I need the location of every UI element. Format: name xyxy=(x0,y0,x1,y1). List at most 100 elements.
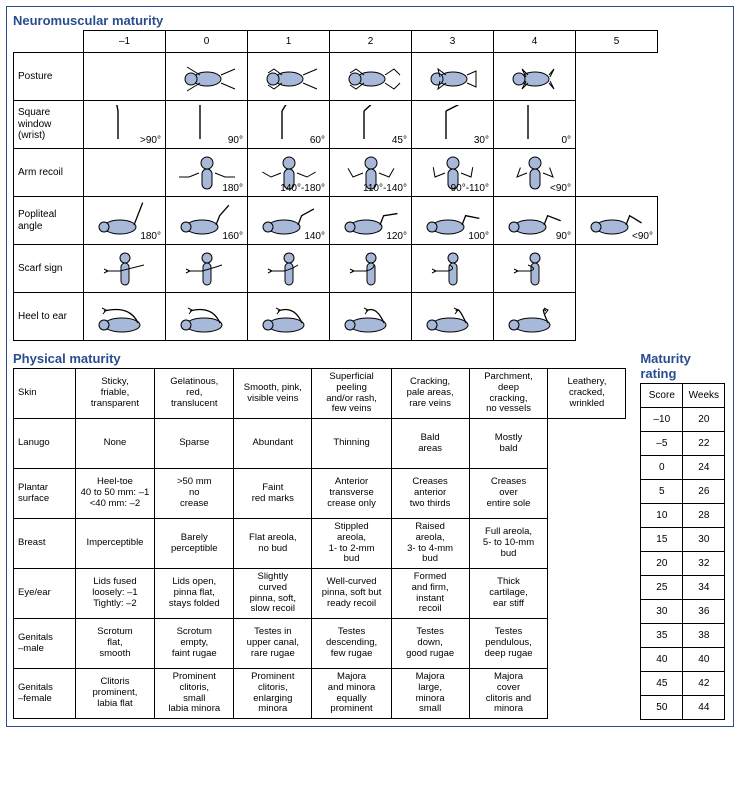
rating-cell: 20 xyxy=(683,408,725,432)
neuro-head: 5 xyxy=(576,31,658,53)
neuro-cell: 0° xyxy=(494,101,576,149)
phys-cell: Testes inupper canal,rare rugae xyxy=(234,619,312,669)
neuro-cell-label: 90° xyxy=(228,135,243,147)
phys-cell: Smooth, pink,visible veins xyxy=(234,369,312,419)
neuro-cell: 60° xyxy=(248,101,330,149)
physical-title: Physical maturity xyxy=(13,351,626,366)
phys-cell xyxy=(548,569,626,619)
neuro-cell-label: <90° xyxy=(550,183,571,195)
phys-cell xyxy=(548,619,626,669)
neuro-cell-label: 0° xyxy=(561,135,571,147)
phys-cell: Mostlybald xyxy=(469,419,548,469)
phys-cell: Slightlycurvedpinna, soft,slow recoil xyxy=(234,569,312,619)
neuro-head: 1 xyxy=(248,31,330,53)
phys-cell xyxy=(548,469,626,519)
phys-cell: Heel-toe40 to 50 mm: –1<40 mm: –2 xyxy=(75,469,155,519)
neuro-cell: <90° xyxy=(576,197,658,245)
neuro-head: 3 xyxy=(412,31,494,53)
neuro-cell xyxy=(248,53,330,101)
ballard-score-card: Neuromuscular maturity –1 0 1 2 3 4 5 Po… xyxy=(6,6,734,727)
neuro-cell xyxy=(330,293,412,341)
rating-cell: 34 xyxy=(683,576,725,600)
neuro-table: –1 0 1 2 3 4 5 PostureSquarewindow(wrist… xyxy=(13,30,658,341)
neuro-cell xyxy=(84,149,166,197)
phys-cell: Majoraand minoraequallyprominent xyxy=(312,669,391,719)
neuro-row-label: Scarf sign xyxy=(14,245,84,293)
neuro-cell-label: 180° xyxy=(140,231,161,243)
rating-cell: 45 xyxy=(641,672,683,696)
rating-cell: –5 xyxy=(641,432,683,456)
neuro-cell xyxy=(576,245,658,293)
rating-cell: 44 xyxy=(683,696,725,720)
neuro-cell-label: 110°-140° xyxy=(363,183,407,195)
neuro-cell-label: 45° xyxy=(392,135,407,147)
phys-cell: Sparse xyxy=(155,419,234,469)
neuro-head: 4 xyxy=(494,31,576,53)
rating-cell: 15 xyxy=(641,528,683,552)
neuro-cell xyxy=(84,293,166,341)
rating-cell: 32 xyxy=(683,552,725,576)
neuro-cell: 140°-180° xyxy=(248,149,330,197)
neuro-cell xyxy=(166,245,248,293)
phys-row-label: Lanugo xyxy=(14,419,76,469)
neuro-cell xyxy=(166,53,248,101)
neuro-cell: 90°-110° xyxy=(412,149,494,197)
phys-row-label: Genitals–female xyxy=(14,669,76,719)
phys-cell: Thickcartilage,ear stiff xyxy=(469,569,548,619)
neuro-cell xyxy=(330,53,412,101)
rating-cell: 35 xyxy=(641,624,683,648)
neuro-cell: 120° xyxy=(330,197,412,245)
phys-cell: Majoralarge,minorasmall xyxy=(391,669,469,719)
phys-row-label: Skin xyxy=(14,369,76,419)
neuro-row-label: Poplitealangle xyxy=(14,197,84,245)
neuro-cell: 100° xyxy=(412,197,494,245)
phys-cell: Parchment,deepcracking,no vessels xyxy=(469,369,548,419)
phys-cell: Prominentclitoris,smalllabia minora xyxy=(155,669,234,719)
phys-cell: Well-curvedpinna, soft butready recoil xyxy=(312,569,391,619)
neuro-head: 0 xyxy=(166,31,248,53)
phys-cell: Thinning xyxy=(312,419,391,469)
phys-cell: Testesdown,good rugae xyxy=(391,619,469,669)
neuro-cell-label: 60° xyxy=(310,135,325,147)
phys-row-label: Plantarsurface xyxy=(14,469,76,519)
rating-cell: 5 xyxy=(641,480,683,504)
phys-cell: Anteriortransversecrease only xyxy=(312,469,391,519)
neuro-cell xyxy=(84,53,166,101)
phys-cell: Faintred marks xyxy=(234,469,312,519)
phys-cell: Abundant xyxy=(234,419,312,469)
rating-cell: 38 xyxy=(683,624,725,648)
phys-cell: Sticky,friable,transparent xyxy=(75,369,155,419)
neuro-cell-label: >90° xyxy=(140,135,161,147)
phys-cell: Creasesanteriortwo thirds xyxy=(391,469,469,519)
phys-cell: Cracking,pale areas,rare veins xyxy=(391,369,469,419)
phys-cell: Superficialpeelingand/or rash,few veins xyxy=(312,369,391,419)
neuro-cell: 180° xyxy=(84,197,166,245)
phys-cell: Raisedareola,3- to 4-mmbud xyxy=(391,519,469,569)
phys-cell: Imperceptible xyxy=(75,519,155,569)
neuro-cell: 110°-140° xyxy=(330,149,412,197)
phys-cell: Creasesoverentire sole xyxy=(469,469,548,519)
phys-cell: Gelatinous,red,translucent xyxy=(155,369,234,419)
neuro-cell-label: <90° xyxy=(632,231,653,243)
neuro-cell xyxy=(576,149,658,197)
neuro-row-label: Heel to ear xyxy=(14,293,84,341)
neuro-title: Neuromuscular maturity xyxy=(13,13,727,28)
neuro-cell-label: 30° xyxy=(474,135,489,147)
phys-cell: Leathery,cracked,wrinkled xyxy=(548,369,626,419)
phys-cell xyxy=(548,519,626,569)
rating-cell: 20 xyxy=(641,552,683,576)
phys-cell: Lids fusedloosely: –1Tightly: –2 xyxy=(75,569,155,619)
rating-cell: 40 xyxy=(683,648,725,672)
phys-cell: Lids open,pinna flat,stays folded xyxy=(155,569,234,619)
phys-cell xyxy=(548,669,626,719)
neuro-cell xyxy=(494,293,576,341)
neuro-cell-label: 100° xyxy=(468,231,489,243)
neuro-cell xyxy=(330,245,412,293)
neuro-cell xyxy=(576,101,658,149)
rating-cell: 40 xyxy=(641,648,683,672)
neuro-cell xyxy=(412,293,494,341)
rating-cell: 25 xyxy=(641,576,683,600)
phys-cell: Clitorisprominent,labia flat xyxy=(75,669,155,719)
rating-cell: 10 xyxy=(641,504,683,528)
phys-cell: Prominentclitoris,enlargingminora xyxy=(234,669,312,719)
